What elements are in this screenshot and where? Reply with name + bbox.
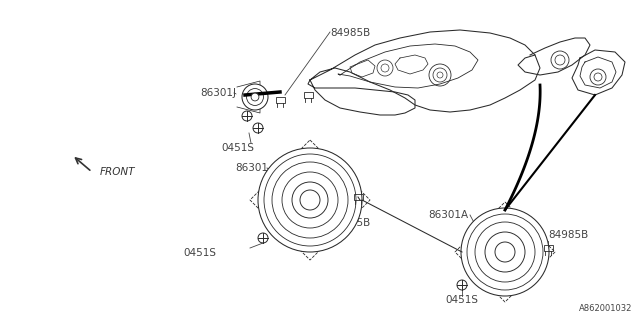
Bar [543, 245, 552, 251]
Bar [303, 92, 312, 98]
Circle shape [264, 154, 356, 246]
Circle shape [292, 182, 328, 218]
Circle shape [272, 162, 348, 238]
Text: 86301J: 86301J [200, 88, 236, 98]
Circle shape [282, 172, 338, 228]
Text: 0451S: 0451S [221, 143, 255, 153]
Bar [275, 97, 285, 103]
Circle shape [258, 148, 362, 252]
Text: 86301A: 86301A [428, 210, 468, 220]
Text: FRONT: FRONT [100, 167, 136, 177]
Text: 86301: 86301 [235, 163, 268, 173]
Circle shape [475, 222, 535, 282]
Circle shape [461, 208, 549, 296]
Text: 0451S: 0451S [184, 248, 216, 258]
Polygon shape [237, 81, 260, 113]
Circle shape [251, 93, 259, 101]
Circle shape [300, 190, 320, 210]
Text: A862001032: A862001032 [579, 304, 632, 313]
Text: 84985B: 84985B [548, 230, 588, 240]
Text: 0451S: 0451S [445, 295, 479, 305]
Circle shape [242, 84, 268, 110]
Circle shape [485, 232, 525, 272]
Circle shape [467, 214, 543, 290]
Circle shape [495, 242, 515, 262]
Circle shape [246, 89, 264, 106]
Bar [353, 194, 362, 200]
Text: 84985B: 84985B [330, 218, 370, 228]
Text: 84985B: 84985B [330, 28, 370, 38]
